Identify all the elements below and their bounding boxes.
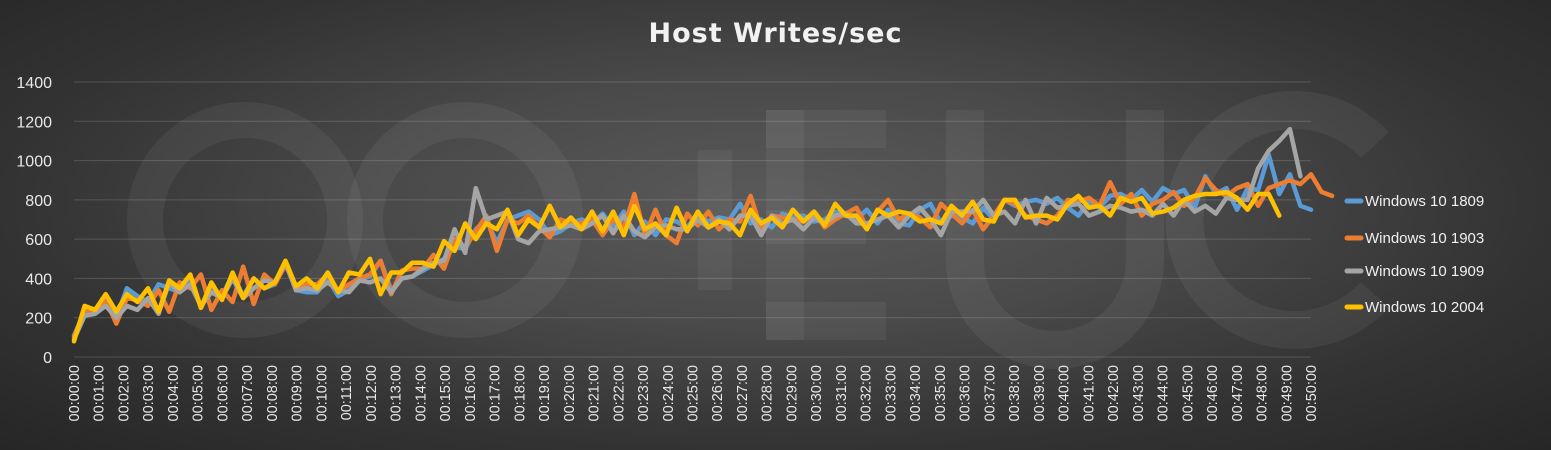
y-tick-label: 1000 [16,154,52,171]
x-tick-label: 00:45:00 [1180,365,1196,421]
x-tick-label: 00:14:00 [413,365,429,421]
y-axis-ticks: 0 200 400 600 800 1000 1200 1400 [16,75,52,367]
legend-label: Windows 10 1809 [1365,193,1484,210]
x-tick-label: 00:09:00 [290,365,306,421]
series-line [71,189,1282,344]
x-tick-label: 00:04:00 [166,365,182,421]
x-tick-label: 00:30:00 [809,365,825,421]
x-tick-label: 00:25:00 [686,365,702,421]
x-tick-label: 00:37:00 [982,365,998,421]
x-tick-label: 00:21:00 [587,365,603,421]
x-tick-label: 00:38:00 [1007,365,1023,421]
x-tick-label: 00:01:00 [92,365,108,421]
x-tick-label: 00:12:00 [364,365,380,421]
x-axis-ticks: 00:00:00 00:01:00 00:02:00 00:03:00 00:04:00… [67,365,1320,421]
legend-label: Windows 10 2004 [1365,299,1484,316]
chart-title: Host Writes/sec [648,18,903,49]
y-tick-label: 400 [25,271,52,288]
x-tick-label: 00:22:00 [611,365,627,421]
x-tick-label: 00:39:00 [1032,365,1048,421]
x-tick-label: 00:15:00 [438,365,454,421]
x-tick-label: 00:28:00 [760,365,776,421]
x-tick-label: 00:18:00 [512,365,528,421]
y-tick-label: 600 [25,232,52,249]
x-tick-label: 00:32:00 [859,365,875,421]
x-tick-label: 00:02:00 [116,365,132,421]
x-tick-label: 00:44:00 [1156,365,1172,421]
x-tick-label: 00:20:00 [562,365,578,421]
x-tick-label: 00:10:00 [314,365,330,421]
x-tick-label: 00:08:00 [265,365,281,421]
y-tick-label: 800 [25,193,52,210]
legend: Windows 10 1809 Windows 10 1903 Windows 10… [1344,193,1484,316]
x-tick-label: 00:03:00 [141,365,157,421]
x-tick-label: 00:42:00 [1106,365,1122,421]
x-tick-label: 00:05:00 [191,365,207,421]
x-tick-label: 00:26:00 [710,365,726,421]
legend-label: Windows 10 1909 [1365,263,1484,280]
x-tick-label: 00:27:00 [735,365,751,421]
y-tick-label: 1200 [16,114,52,131]
x-tick-label: 00:24:00 [661,365,677,421]
x-tick-label: 00:07:00 [240,365,256,421]
x-tick-label: 00:19:00 [537,365,553,421]
x-tick-label: 00:17:00 [488,365,504,421]
x-tick-label: 00:34:00 [908,365,924,421]
x-tick-label: 00:29:00 [784,365,800,421]
x-tick-label: 00:41:00 [1081,365,1097,421]
y-tick-label: 0 [43,350,52,367]
x-tick-label: 00:47:00 [1230,365,1246,421]
x-tick-label: 00:35:00 [933,365,949,421]
x-tick-label: 00:50:00 [1304,365,1320,421]
x-tick-label: 00:31:00 [834,365,850,421]
x-tick-label: 00:23:00 [636,365,652,421]
x-tick-label: 00:16:00 [463,365,479,421]
x-tick-label: 00:48:00 [1255,365,1271,421]
y-tick-label: 1400 [16,75,52,92]
x-tick-label: 00:00:00 [67,365,83,421]
x-tick-label: 00:11:00 [339,365,355,420]
x-tick-label: 00:36:00 [958,365,974,421]
x-tick-label: 00:06:00 [215,365,231,421]
series-lines [71,126,1335,344]
x-tick-label: 00:43:00 [1131,365,1147,421]
x-tick-label: 00:33:00 [883,365,899,421]
x-tick-label: 00:40:00 [1057,365,1073,421]
x-tick-label: 00:13:00 [389,365,405,421]
x-tick-label: 00:46:00 [1205,365,1221,421]
y-tick-label: 200 [25,311,52,328]
x-tick-label: 00:49:00 [1279,365,1295,421]
legend-label: Windows 10 1903 [1365,230,1484,247]
